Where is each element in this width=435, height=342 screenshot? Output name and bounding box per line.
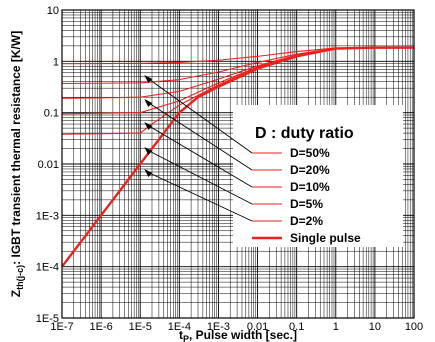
y-tick-label: 1E-3 xyxy=(36,210,59,222)
x-tick-label: 0.01 xyxy=(247,321,268,333)
legend-pointer-arrowhead xyxy=(144,169,153,177)
x-tick-label: 1E-6 xyxy=(89,321,112,333)
legend-label-d-5-: D=5% xyxy=(290,197,323,211)
legend-label-d-20-: D=20% xyxy=(290,163,330,177)
legend-pointer-d-50- xyxy=(147,77,253,154)
legend-pointer-arrowhead xyxy=(144,99,153,107)
x-tick-label: 1 xyxy=(333,321,339,333)
x-tick-label: 1E-5 xyxy=(129,321,152,333)
x-axis-label: tP, Pulse width [sec.] xyxy=(179,328,297,342)
series-layer xyxy=(61,46,414,268)
legend-box xyxy=(233,105,403,247)
x-axis-label-sub: P xyxy=(183,334,189,342)
legend-label-single-pulse: Single pulse xyxy=(290,231,361,245)
legend-title: D : duty ratio xyxy=(255,125,354,142)
legend-label-d-2-: D=2% xyxy=(290,214,323,228)
legend-items: D=50% D=20% D=10% D=5% D=2% Single pulse xyxy=(144,75,361,245)
x-tick-label: 1E-3 xyxy=(207,321,230,333)
y-axis-label: Zth(j-c): IGBT transient thermal resista… xyxy=(9,31,25,297)
legend-pointer-d-10- xyxy=(147,124,253,188)
x-tick-label: 100 xyxy=(405,321,423,333)
legend-label-d-10-: D=10% xyxy=(290,180,330,194)
legend-pointer-arrowhead xyxy=(144,122,153,130)
legend-label-d-50-: D=50% xyxy=(290,146,330,160)
x-tick-label: 10 xyxy=(369,321,381,333)
x-axis-label-main: t xyxy=(179,328,183,342)
x-tick-label: 0.1 xyxy=(289,321,304,333)
legend-pointer-d-2- xyxy=(147,171,253,222)
y-tick-label: 1E-4 xyxy=(36,262,59,274)
legend-pointer-d-20- xyxy=(147,101,253,171)
plot-frame xyxy=(61,9,415,319)
legend-pointer-d-5- xyxy=(147,149,253,205)
y-tick-label: 0.01 xyxy=(38,159,59,171)
x-tick-label: 1E-4 xyxy=(168,321,191,333)
y-tick-label: 10 xyxy=(47,5,59,17)
y-tick-label: 1E-5 xyxy=(36,313,59,325)
series-line-single-pulse xyxy=(61,46,414,268)
legend-pointer-arrowhead xyxy=(144,75,153,83)
y-axis-label-rest: : IGBT transient thermal resistance [K/W… xyxy=(9,31,23,265)
y-tick-labels: 1E-5 1E-4 1E-3 0.01 0.1 1 10 xyxy=(36,5,59,325)
y-axis-label-sub: th(j-c) xyxy=(15,265,25,290)
x-tick-label: 1E-7 xyxy=(50,321,73,333)
y-tick-label: 0.1 xyxy=(44,108,59,120)
x-tick-labels: 1E-7 1E-6 1E-5 1E-4 1E-3 0.01 0.1 1 10 100 xyxy=(50,321,423,333)
x-axis-label-rest: , Pulse width [sec.] xyxy=(189,328,297,342)
y-axis-label-main: Z xyxy=(9,290,23,297)
y-tick-label: 1 xyxy=(53,56,59,68)
legend: D : duty ratio D=50% D=20% D=10% D=5% D=2% Si… xyxy=(144,75,403,247)
legend-pointer-arrowhead xyxy=(144,147,153,155)
